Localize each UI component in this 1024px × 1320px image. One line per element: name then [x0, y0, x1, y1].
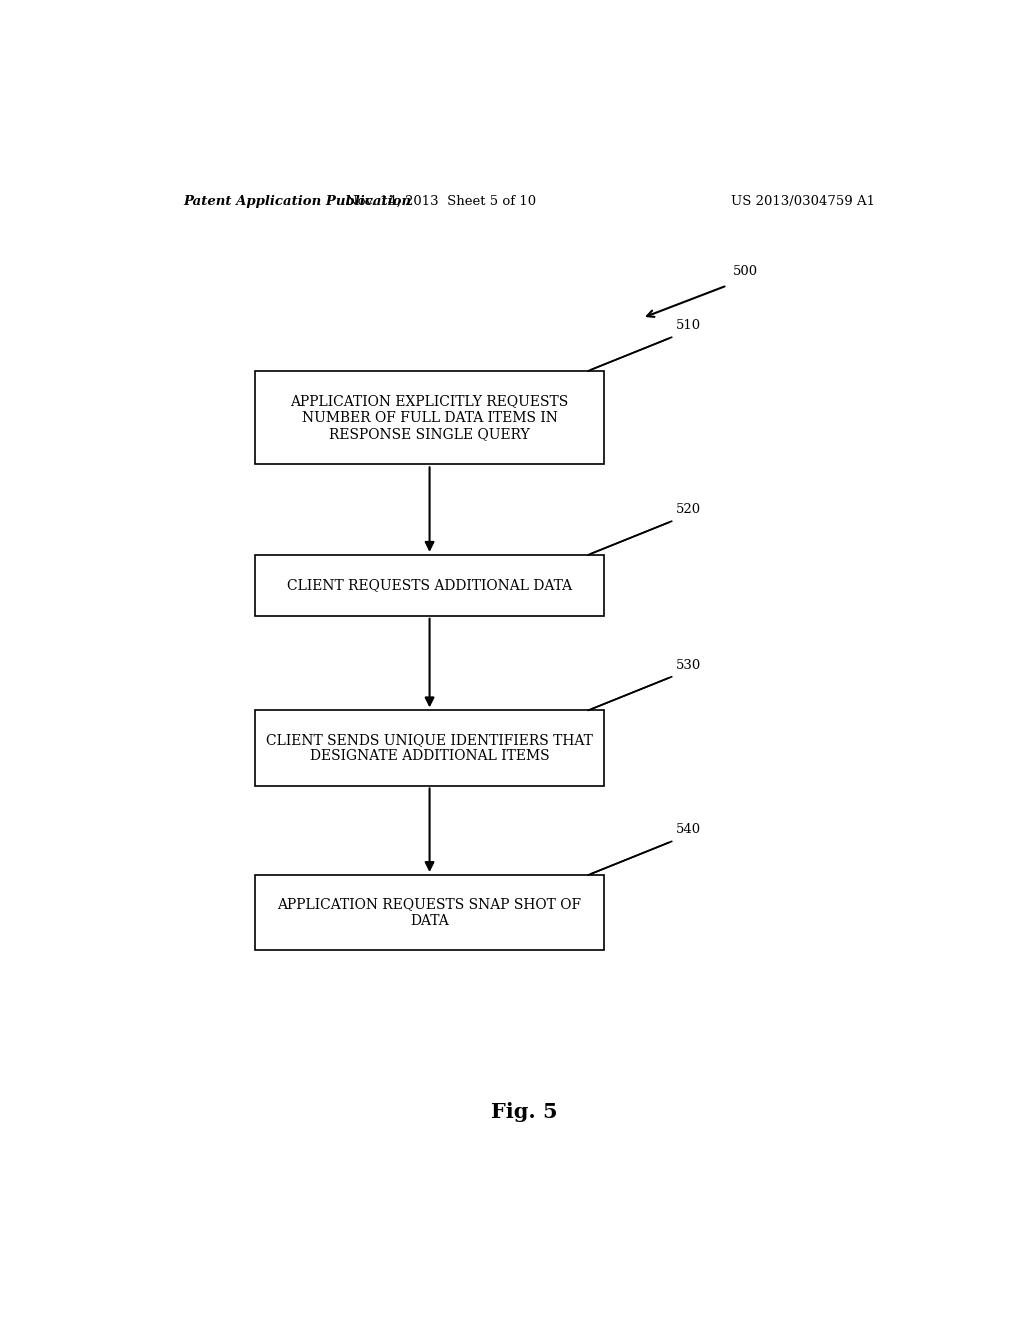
Text: 540: 540 — [676, 824, 700, 837]
Text: APPLICATION EXPLICITLY REQUESTS
NUMBER OF FULL DATA ITEMS IN
RESPONSE SINGLE QUE: APPLICATION EXPLICITLY REQUESTS NUMBER O… — [291, 395, 568, 441]
Text: 520: 520 — [676, 503, 700, 516]
Text: CLIENT SENDS UNIQUE IDENTIFIERS THAT
DESIGNATE ADDITIONAL ITEMS: CLIENT SENDS UNIQUE IDENTIFIERS THAT DES… — [266, 733, 593, 763]
Text: 530: 530 — [676, 659, 700, 672]
FancyBboxPatch shape — [255, 371, 604, 465]
Text: Patent Application Publication: Patent Application Publication — [183, 194, 412, 207]
Text: US 2013/0304759 A1: US 2013/0304759 A1 — [731, 194, 876, 207]
Text: 510: 510 — [676, 319, 700, 333]
Text: Nov. 14, 2013  Sheet 5 of 10: Nov. 14, 2013 Sheet 5 of 10 — [346, 194, 537, 207]
Text: 500: 500 — [733, 265, 758, 279]
Text: Fig. 5: Fig. 5 — [492, 1102, 558, 1122]
FancyBboxPatch shape — [255, 554, 604, 616]
FancyBboxPatch shape — [255, 875, 604, 950]
Text: APPLICATION REQUESTS SNAP SHOT OF
DATA: APPLICATION REQUESTS SNAP SHOT OF DATA — [278, 898, 582, 928]
FancyBboxPatch shape — [255, 710, 604, 785]
Text: CLIENT REQUESTS ADDITIONAL DATA: CLIENT REQUESTS ADDITIONAL DATA — [287, 578, 572, 593]
